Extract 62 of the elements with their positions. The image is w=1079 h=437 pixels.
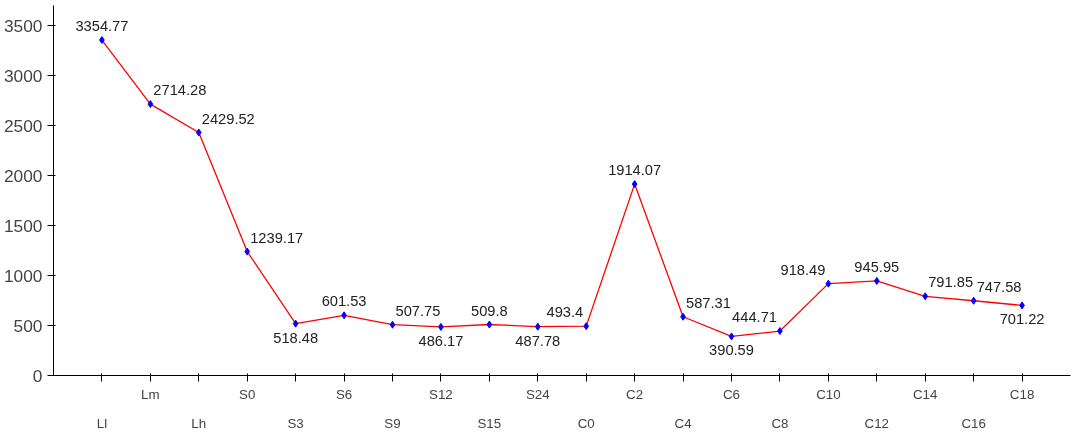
x-tick-label: Ll	[96, 415, 108, 431]
y-tick-label: 2500	[3, 115, 43, 136]
x-tick-label: C12	[864, 415, 890, 431]
data-label: 701.22	[999, 311, 1045, 328]
data-label: 1239.17	[250, 229, 304, 246]
data-label: 487.78	[515, 332, 561, 349]
x-tick-label: C4	[674, 415, 693, 431]
x-tick-label: C0	[577, 415, 595, 431]
point	[147, 100, 154, 109]
x-tick-label: C16	[961, 415, 986, 431]
point	[922, 292, 929, 301]
data-label: 390.59	[709, 342, 754, 359]
data-label: 486.17	[418, 332, 464, 349]
x-tick-label: S9	[384, 415, 401, 431]
y-tick-label: 1000	[3, 265, 43, 286]
point	[970, 296, 977, 305]
data-label: 601.53	[321, 293, 367, 310]
x-tick-label: S0	[239, 386, 256, 402]
data-label: 3354.77	[75, 18, 129, 35]
x-tick-label: S6	[335, 386, 353, 402]
x-tick-label: C18	[1009, 386, 1035, 402]
x-tick-label: Lm	[141, 386, 160, 402]
x-tick-label: C8	[771, 415, 789, 431]
x-tick-label: S15	[477, 415, 502, 431]
point	[389, 320, 396, 329]
point	[583, 322, 590, 331]
x-tick-label: C2	[626, 386, 644, 402]
point	[631, 180, 638, 189]
data-label: 945.95	[854, 258, 900, 275]
data-label: 444.71	[732, 309, 777, 326]
x-tick-label: Lh	[191, 415, 207, 431]
point	[486, 320, 493, 329]
y-tick-label: 500	[13, 315, 43, 336]
y-tick-label: 0	[32, 365, 43, 386]
data-label: 1914.07	[608, 162, 662, 179]
data-label: 507.75	[395, 302, 441, 319]
data-label: 2714.28	[153, 82, 207, 99]
point	[195, 128, 202, 137]
data-label: 587.31	[686, 294, 731, 311]
point	[292, 319, 299, 328]
data-label: 918.49	[780, 261, 826, 278]
point	[244, 247, 251, 256]
point	[873, 276, 880, 285]
point	[825, 279, 832, 288]
x-tick-label: C10	[816, 386, 841, 402]
data-label: 518.48	[273, 329, 319, 346]
data-label: 747.58	[976, 278, 1022, 295]
x-tick-label: S24	[525, 386, 551, 402]
y-tick-label: 2000	[3, 165, 43, 186]
x-tick-label: C6	[722, 386, 741, 402]
data-label: 493.4	[546, 304, 584, 321]
y-tick-label: 1500	[3, 215, 43, 236]
data-label: 791.85	[928, 274, 974, 291]
y-tick-label: 3000	[3, 65, 43, 86]
point	[534, 322, 541, 331]
point	[728, 332, 735, 341]
x-tick-label: S12	[429, 386, 453, 402]
x-tick-label: S3	[287, 415, 304, 431]
y-tick-label: 3500	[3, 15, 43, 36]
x-tick-label: C14	[912, 386, 939, 402]
data-label: 2429.52	[201, 110, 255, 127]
data-label: 509.8	[471, 302, 508, 319]
